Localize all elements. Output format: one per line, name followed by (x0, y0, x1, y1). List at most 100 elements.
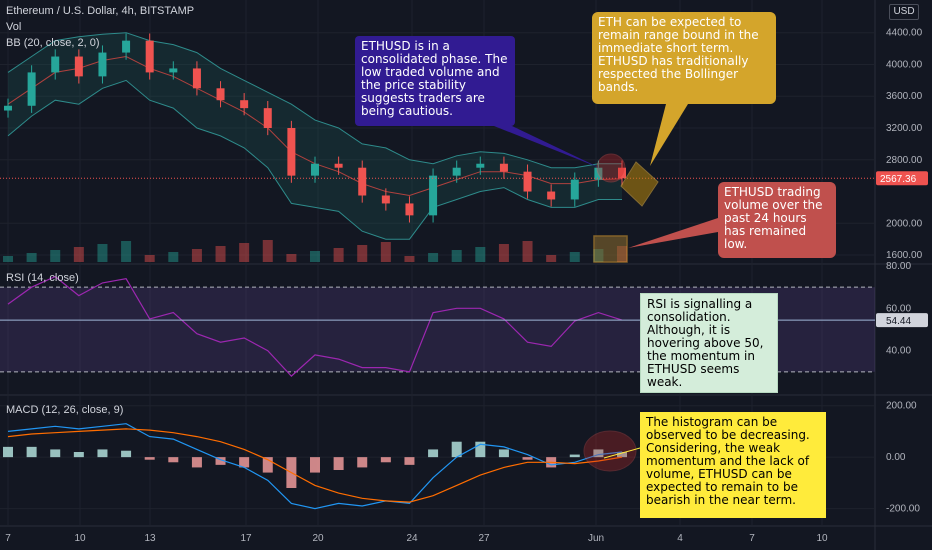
price-tick-label-1: 4000.00 (886, 59, 923, 70)
rsi-current-label: 54.44 (886, 316, 911, 327)
bollinger-band-fill (8, 32, 622, 240)
macd-histogram-bar-1 (26, 446, 37, 458)
last-price-badge (876, 171, 928, 186)
candle-body-7 (169, 68, 178, 73)
price-tick-label-5: 2000.00 (886, 218, 923, 229)
macd-histogram-bar-9 (215, 457, 226, 465)
macd-histogram-bar-16 (380, 457, 391, 463)
x-tick-label-5: 24 (406, 533, 418, 544)
volume-bar-12 (286, 254, 297, 262)
x-tick-label-3: 17 (240, 533, 252, 544)
volume-bar-23 (546, 255, 557, 262)
candle-body-0 (4, 105, 12, 111)
macd-histogram-bar-15 (357, 457, 368, 468)
macd-histogram-bar-22 (522, 457, 533, 460)
macd-histogram-bar-21 (498, 449, 509, 458)
volume-bar-20 (475, 247, 486, 262)
macd-histogram-bar-26 (617, 452, 627, 458)
macd-histogram-bar-0 (3, 446, 13, 458)
candle-body-25 (594, 167, 603, 180)
price-tick-label-3: 3200.00 (886, 123, 923, 134)
rsi-note: RSI is signalling a consolidation. Altho… (640, 293, 778, 393)
macd-note: The histogram can be observed to be decr… (640, 412, 826, 518)
x-tick-label-0: 7 (5, 533, 11, 544)
volume-bar-10 (239, 243, 250, 262)
macd-histogram-bar-13 (310, 457, 320, 473)
macd-histogram-bar-7 (168, 457, 179, 463)
macd-histogram-bar-10 (239, 457, 250, 468)
bollinger-upper-line (7, 32, 622, 169)
macd-line (7, 423, 623, 510)
volume-bar-2 (50, 250, 61, 262)
candle-body-6 (145, 40, 154, 73)
consolidation-note: ETHUSD is in a consolidated phase. The l… (355, 36, 515, 126)
volume-bar-19 (451, 250, 462, 262)
macd-pane (3, 423, 627, 510)
macd-histogram-bar-6 (144, 457, 155, 460)
macd-histogram-bar-20 (475, 441, 486, 458)
consolidation-pointer (494, 126, 600, 168)
candle-body-8 (192, 68, 201, 89)
candle-body-16 (381, 195, 390, 204)
macd-histogram-bar-25 (593, 449, 604, 458)
volume-bar-24 (569, 252, 580, 262)
price-highlight-circle (596, 153, 626, 183)
macd-highlight-circle (583, 430, 637, 472)
candle-body-22 (523, 171, 532, 192)
volume-bar-15 (357, 245, 368, 262)
range-bound-note: ETH can be expected to remain range boun… (592, 12, 776, 104)
annotation-overlay (494, 104, 718, 472)
x-tick-label-4: 20 (312, 533, 324, 544)
volume-bar-1 (26, 253, 37, 262)
volume-bar-8 (191, 249, 202, 262)
candle-body-12 (287, 128, 296, 176)
candle-body-10 (240, 100, 249, 109)
currency-badge[interactable]: USD (889, 4, 919, 20)
volume-bar-4 (97, 244, 108, 262)
macd-tick-label-1: 0.00 (886, 452, 906, 463)
candle-body-21 (499, 163, 508, 172)
volume-bar-9 (215, 246, 226, 262)
volume-bar-16 (380, 242, 391, 262)
candle-body-15 (358, 167, 367, 196)
candle-body-3 (74, 56, 83, 77)
rsi-tick-label-1: 60.00 (886, 303, 911, 314)
macd-signal-line (7, 428, 623, 503)
rsi-tick-label-0: 80.00 (886, 261, 911, 272)
macd-histogram-bar-8 (191, 457, 202, 468)
rsi-tick-label-2: 40.00 (886, 346, 911, 357)
candle-body-19 (452, 167, 461, 176)
macd-histogram-bar-18 (428, 449, 439, 458)
volume-bar-5 (121, 241, 132, 262)
x-tick-label-10: 10 (816, 533, 828, 544)
bollinger-indicator-label: BB (20, close, 2, 0) (6, 37, 100, 49)
x-tick-label-2: 13 (144, 533, 156, 544)
volume-bar-18 (428, 253, 439, 262)
price-tick-label-4: 2800.00 (886, 155, 923, 166)
volume-bar-17 (404, 256, 415, 262)
symbol-title: Ethereum / U.S. Dollar, 4h, BITSTAMP (6, 5, 195, 17)
range-highlight-diamond (620, 161, 659, 207)
macd-histogram-bar-5 (121, 450, 132, 458)
rsi-indicator-label: RSI (14, close) (6, 272, 79, 284)
volume-note: ETHUSD trading volume over the past 24 h… (718, 182, 836, 258)
macd-histogram-bar-11 (262, 457, 273, 473)
volume-pointer (628, 218, 718, 248)
macd-pointer (603, 447, 641, 459)
volume-bar-6 (144, 255, 155, 262)
volume-bar-7 (168, 252, 179, 262)
price-pane (0, 32, 875, 262)
volume-indicator-label: Vol (6, 21, 22, 33)
macd-histogram-bar-3 (73, 452, 84, 458)
candle-body-5 (122, 40, 131, 53)
x-tick-label-6: 27 (478, 533, 490, 544)
price-tick-label-0: 4400.00 (886, 28, 923, 39)
candle-body-1 (27, 72, 36, 106)
candle-body-9 (216, 88, 225, 101)
last-price-label: 2567.36 (880, 174, 917, 185)
rsi-current-badge (876, 313, 928, 328)
candle-body-18 (429, 175, 438, 216)
x-tick-label-1: 10 (74, 533, 86, 544)
volume-bar-3 (73, 247, 84, 262)
